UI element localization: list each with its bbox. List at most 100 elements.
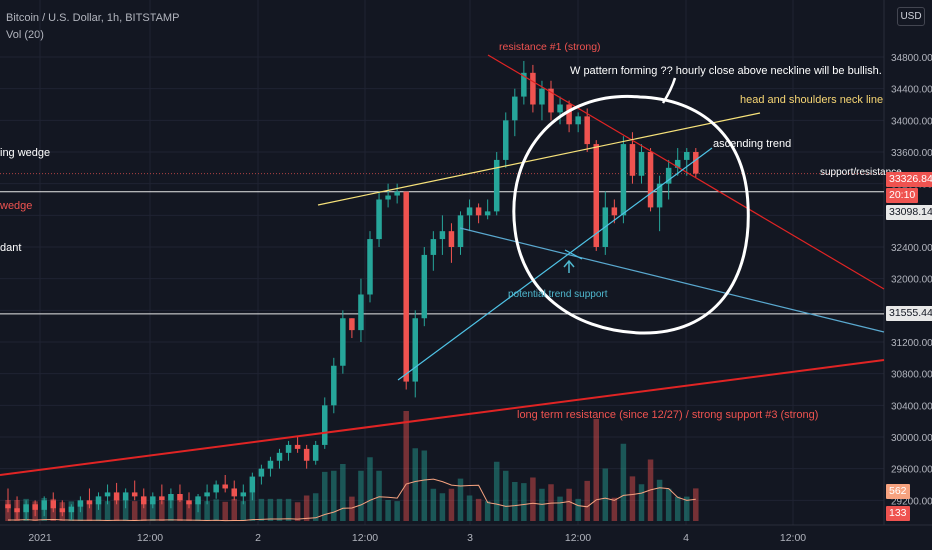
volume-bar: [394, 501, 400, 521]
ascending-trendline: [397, 147, 713, 381]
volume-bar: [231, 498, 237, 521]
volume-bar: [521, 483, 527, 521]
candle-body: [340, 318, 346, 366]
volume-bar: [457, 478, 464, 521]
candle-body: [59, 508, 66, 513]
annotation-2: head and shoulders neck line: [740, 94, 883, 106]
volume-bar: [340, 464, 346, 521]
volume-bar: [186, 502, 192, 521]
volume-bar: [584, 480, 590, 521]
price-tag: 133: [886, 506, 910, 521]
volume-bar: [131, 501, 138, 521]
volume-bar: [331, 470, 337, 521]
currency-button[interactable]: USD: [897, 7, 925, 26]
candle-body: [113, 492, 120, 501]
candle-body: [665, 167, 672, 184]
volume-bar: [430, 488, 437, 521]
volume-bar: [503, 470, 509, 521]
volume-bar: [159, 501, 165, 521]
long-term-resistance-line: [0, 359, 885, 476]
candle-body: [503, 120, 509, 160]
candle-body: [77, 500, 84, 507]
volume-bar: [448, 488, 455, 521]
candle-body: [285, 444, 292, 453]
volume-bar: [213, 499, 219, 521]
candle-body: [240, 492, 247, 497]
candle-body: [258, 468, 265, 477]
candle-body: [186, 500, 192, 505]
volume-bar: [602, 468, 609, 521]
candle-body: [493, 159, 500, 212]
y-tick-label: 30400.00: [891, 401, 932, 412]
annotation-0: resistance #1 (strong): [499, 41, 601, 53]
x-tick-label: 2021: [28, 532, 52, 544]
candle-body: [177, 494, 183, 501]
annotation-9: dant: [0, 242, 21, 254]
volume-bar: [322, 471, 328, 521]
arrow-up-icon: [563, 259, 575, 273]
volume-bar: [475, 498, 482, 521]
volume-bar: [122, 498, 129, 521]
descending-support-line: [459, 227, 885, 333]
annotation-8: wedge: [0, 200, 32, 212]
volume-bar: [385, 500, 391, 521]
highlight-pointer-drawing: [661, 77, 677, 104]
candle-body: [674, 159, 681, 168]
candle-body: [539, 88, 545, 105]
volume-bar: [629, 476, 636, 521]
volume-bar: [104, 501, 111, 521]
candle-body: [693, 152, 699, 174]
volume-bar: [240, 501, 247, 521]
y-tick-label: 34400.00: [891, 85, 932, 96]
volume-indicator-label[interactable]: Vol (20): [6, 29, 44, 41]
candle-body: [267, 460, 274, 469]
volume-bar: [177, 500, 183, 521]
y-tick-label: 34800.00: [891, 53, 932, 64]
annotation-3: ascending trend: [713, 138, 791, 150]
candle-body: [367, 239, 373, 295]
candle-body: [611, 207, 618, 216]
volume-bar: [575, 498, 581, 521]
x-tick-label: 12:00: [352, 532, 378, 544]
chart-title: Bitcoin / U.S. Dollar, 1h, BITSTAMP: [6, 12, 180, 24]
candle-body: [593, 144, 599, 247]
volume-bar: [593, 419, 599, 521]
volume-bar: [141, 498, 147, 521]
x-tick-label: 3: [467, 532, 473, 544]
volume-bar: [611, 497, 618, 521]
candle-body: [512, 96, 518, 121]
highlight-circle-drawing: [512, 94, 750, 335]
volume-bar: [312, 493, 319, 521]
candle-body: [557, 104, 563, 113]
neckline-trendline: [317, 112, 761, 206]
volume-bar: [684, 496, 690, 521]
candle-body: [5, 504, 11, 509]
annotation-6: long term resistance (since 12/27) / str…: [517, 409, 818, 421]
candle-body: [312, 444, 319, 461]
annotation-5: potential trend support: [508, 289, 608, 300]
volume-bar: [512, 482, 518, 521]
volume-bar: [86, 501, 93, 521]
x-tick-label: 2: [255, 532, 261, 544]
y-tick-label: 33600.00: [891, 148, 932, 159]
resistance-trendline: [487, 54, 885, 290]
volume-bar: [620, 443, 627, 521]
candle-body: [41, 500, 47, 510]
candle-body: [521, 72, 527, 97]
candle-body: [231, 488, 237, 497]
candle-body: [584, 116, 590, 145]
y-tick-label: 31200.00: [891, 338, 932, 349]
y-tick-label: 29200.00: [891, 496, 932, 507]
candle-body: [647, 152, 654, 208]
volume-bar: [267, 498, 274, 521]
candle-body: [421, 254, 428, 319]
volume-bar: [421, 450, 428, 521]
candle-body: [403, 191, 409, 382]
candle-body: [213, 484, 219, 493]
candle-body: [638, 152, 645, 176]
volume-bar: [204, 501, 210, 521]
candle-body: [484, 211, 491, 216]
y-tick-label: 29600.00: [891, 465, 932, 476]
y-tick-label: 32400.00: [891, 243, 932, 254]
